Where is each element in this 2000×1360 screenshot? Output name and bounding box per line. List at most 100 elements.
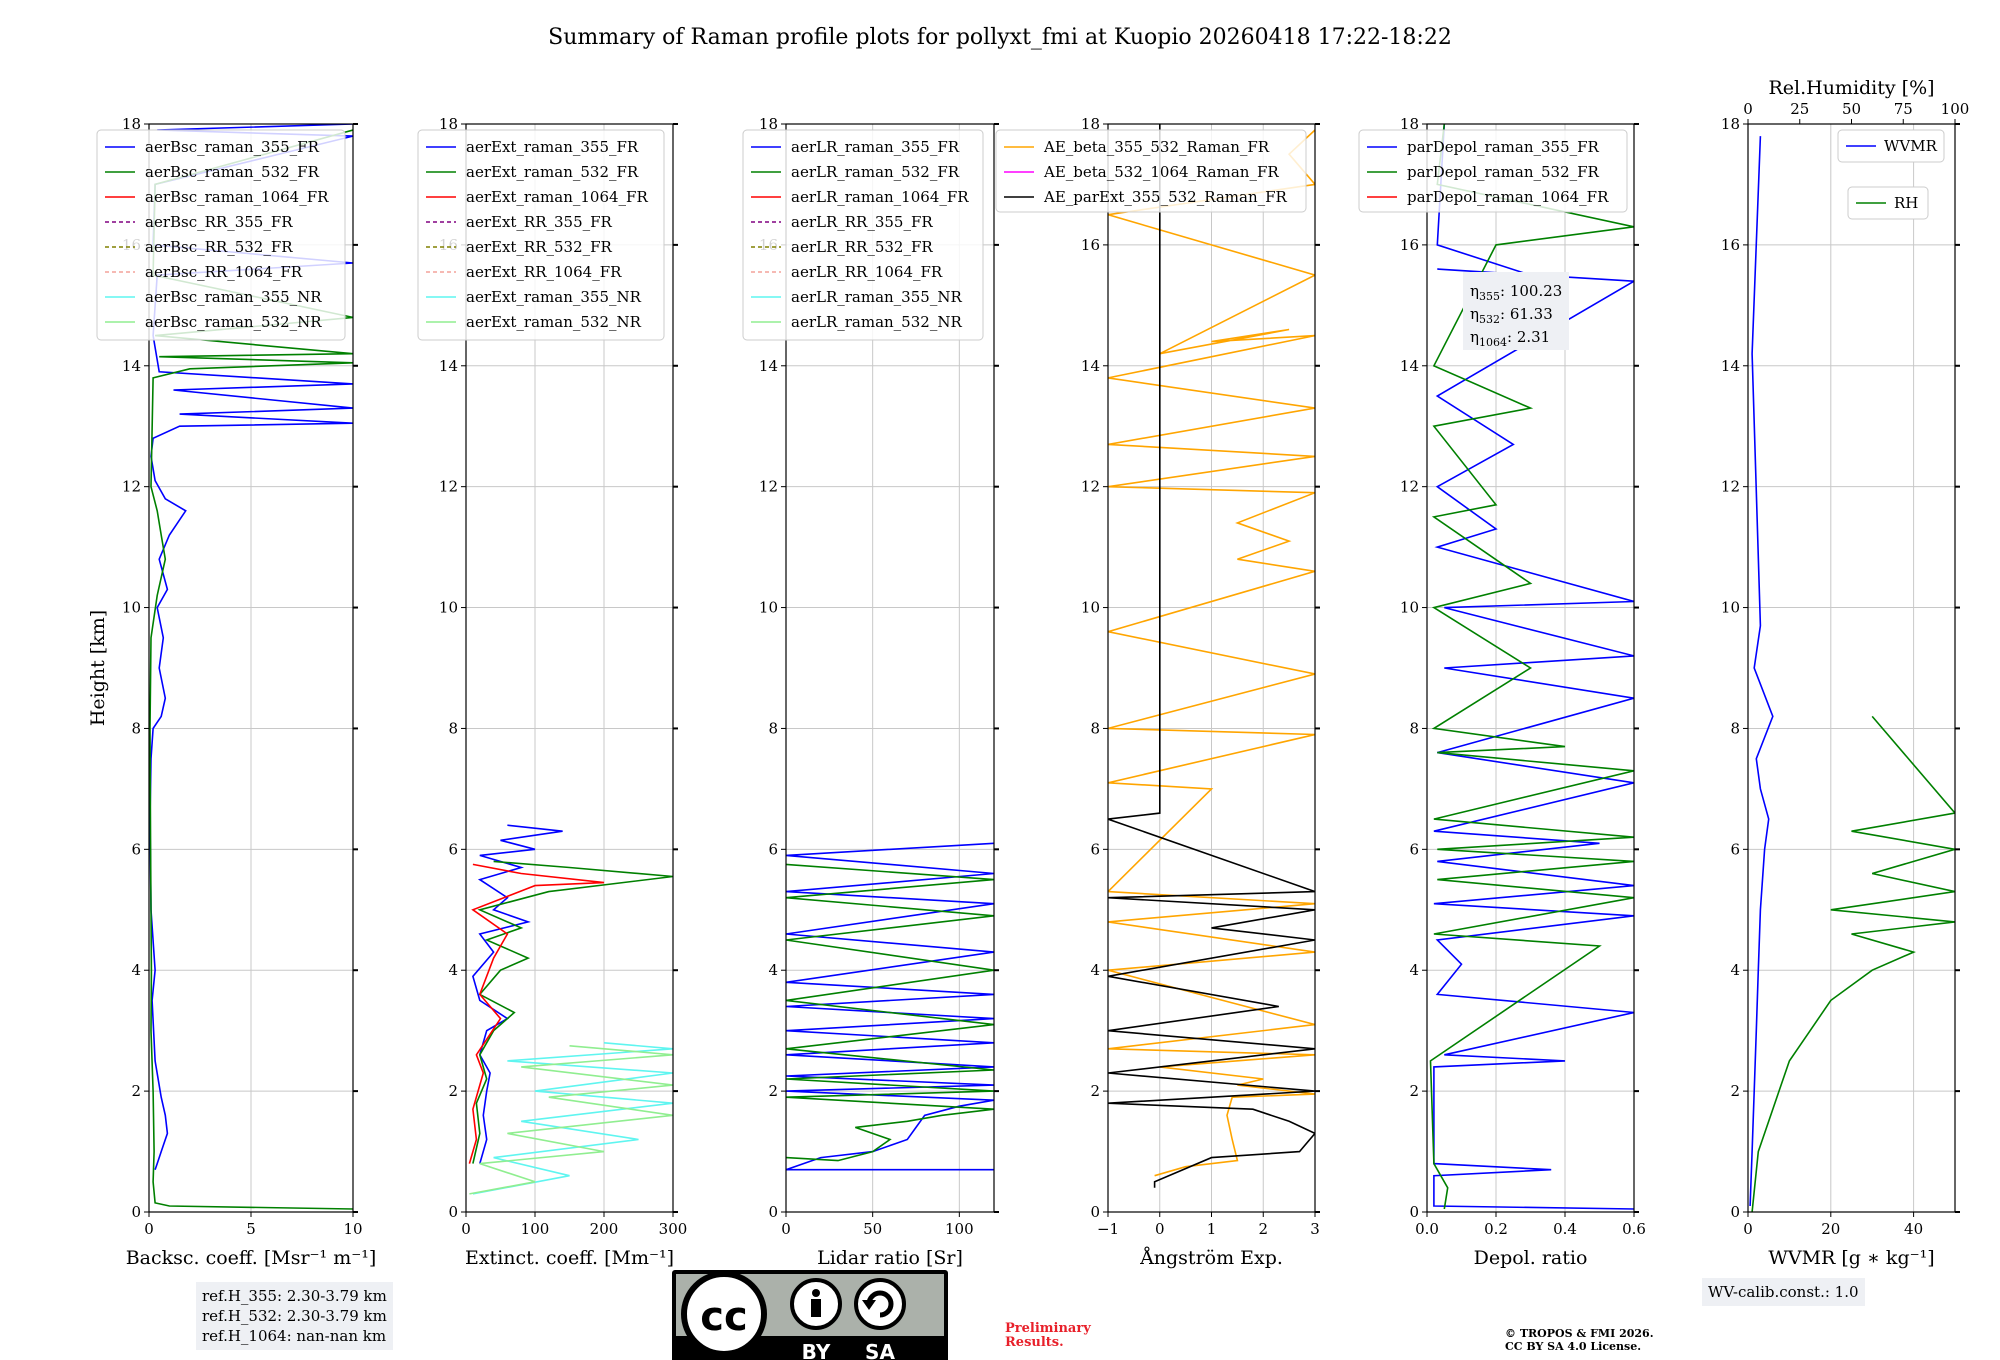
y-tick-label: 6	[1730, 840, 1740, 858]
legend-label-RH: RH	[1894, 194, 1918, 212]
y-tick-label: 6	[768, 840, 778, 858]
legend-label-AE_beta_355_532_Raman_FR: AE_beta_355_532_Raman_FR	[1043, 138, 1270, 156]
wv-calib-constant: WV-calib.const.: 1.0	[1708, 1283, 1859, 1301]
x-tick-label: 50	[863, 1220, 882, 1238]
legend-label-aerExt_RR_532_FR: aerExt_RR_532_FR	[466, 238, 613, 256]
series-line-aerLR_raman_355_FR	[786, 842, 994, 1171]
y-tick-label: 8	[131, 719, 141, 737]
y-tick-label: 6	[1090, 840, 1100, 858]
panel-backscatter: 0246810121416180510Backsc. coeff. [Msr⁻¹…	[87, 115, 376, 1269]
series-group	[786, 842, 994, 1171]
series-line-AE_parExt_355_532_Raman_FR	[1108, 124, 1315, 1188]
series-line-parDepol_raman_532_FR	[1429, 124, 1634, 1210]
panel-extinction: 0246810121416180100200300Extinct. coeff.…	[417, 115, 688, 1269]
x-tick-label: −1	[1097, 1220, 1119, 1238]
y-axis-label: Height [km]	[87, 610, 109, 726]
figure-title: Summary of Raman profile plots for polly…	[548, 25, 1452, 50]
cc-icon-text: cc	[700, 1294, 747, 1340]
person-icon-body	[811, 1299, 821, 1317]
panel-lidar_ratio: 024681012141618050100Lidar ratio [Sr]aer…	[742, 115, 999, 1269]
wv-calibration-box: WV-calib.const.: 1.0	[1702, 1278, 1865, 1306]
y-tick-label: 8	[448, 719, 458, 737]
legend-box	[995, 129, 1307, 213]
y-tick-label: 2	[1730, 1082, 1740, 1100]
legend-label-parDepol_raman_1064_FR: parDepol_raman_1064_FR	[1407, 188, 1609, 206]
reference-height-box: ref.H_355: 2.30-3.79 km ref.H_532: 2.30-…	[196, 1282, 393, 1350]
legend-box	[1837, 129, 1945, 163]
series-line-aerLR_raman_532_FR	[786, 863, 994, 1162]
y-tick-label: 14	[122, 357, 141, 375]
ref-height-355: ref.H_355: 2.30-3.79 km	[202, 1287, 387, 1305]
top-x-axis-label: Rel.Humidity [%]	[1768, 77, 1934, 99]
legend-label-aerBsc_RR_532_FR: aerBsc_RR_532_FR	[145, 238, 293, 256]
x-tick-label: 0.6	[1622, 1220, 1646, 1238]
y-tick-label: 10	[759, 599, 778, 617]
series-line-aerExt_raman_532_FR	[472, 860, 673, 1164]
series-group	[468, 824, 673, 1195]
x-axis-label: Depol. ratio	[1474, 1247, 1588, 1269]
y-tick-label: 2	[768, 1082, 778, 1100]
series-line-parDepol_raman_355_FR	[1433, 124, 1634, 1210]
x-axis-label: WVMR [g ∗ kg⁻¹]	[1768, 1247, 1934, 1269]
axes-frame	[785, 123, 995, 1213]
y-tick-label: 10	[1400, 599, 1419, 617]
y-tick-label: 4	[1730, 961, 1740, 979]
y-tick-label: 4	[768, 961, 778, 979]
y-tick-label: 8	[1090, 719, 1100, 737]
y-tick-label: 10	[439, 599, 458, 617]
series-line-aerExt_raman_1064_FR	[468, 863, 605, 1164]
legend-label-AE_beta_532_1064_Raman_FR: AE_beta_532_1064_Raman_FR	[1043, 163, 1279, 181]
y-tick-label: 0	[1409, 1203, 1419, 1221]
x-tick-label: 300	[659, 1220, 688, 1238]
y-tick-label: 6	[131, 840, 141, 858]
ref-height-532: ref.H_532: 2.30-3.79 km	[202, 1307, 387, 1325]
x-tick-label: 3	[1310, 1220, 1320, 1238]
top-x-tick-label: 100	[1941, 100, 1970, 118]
series-group	[1749, 136, 1955, 1212]
legend-label-aerBsc_RR_355_FR: aerBsc_RR_355_FR	[145, 213, 293, 231]
legend-label-aerExt_RR_1064_FR: aerExt_RR_1064_FR	[466, 263, 622, 281]
panel-depol: 0 2 4 6 8 10 12 14 16 18 0.0 0.2 0.4 0.6 Depol. ratio p…	[1358, 115, 1646, 1269]
axes-frame	[465, 123, 674, 1213]
y-tick-label: 14	[1721, 357, 1740, 375]
x-axis-label: Backsc. coeff. [Msr⁻¹ m⁻¹]	[126, 1247, 377, 1269]
y-tick-label: 12	[1081, 478, 1100, 496]
series-line-aerExt_raman_532_NR	[469, 1045, 673, 1195]
legend-label-aerExt_raman_532_FR: aerExt_raman_532_FR	[466, 163, 639, 181]
legend-label-aerExt_raman_355_FR: aerExt_raman_355_FR	[466, 138, 639, 156]
x-tick-label: 10	[343, 1220, 362, 1238]
y-tick-label: 0	[1730, 1203, 1740, 1221]
y-tick-label: 2	[1090, 1082, 1100, 1100]
y-tick-label: 16	[1400, 236, 1419, 254]
x-tick-label: 2	[1258, 1220, 1268, 1238]
y-tick-label: 4	[1409, 961, 1419, 979]
x-tick-label: 0.0	[1415, 1220, 1439, 1238]
legend-label-aerLR_raman_532_FR: aerLR_raman_532_FR	[791, 163, 960, 181]
series-line-aerExt_raman_355_FR	[472, 824, 563, 1164]
x-axis-label: Lidar ratio [Sr]	[817, 1247, 963, 1269]
y-tick-label: 18	[759, 115, 778, 133]
legend-label-aerBsc_raman_355_NR: aerBsc_raman_355_NR	[145, 288, 322, 306]
y-tick-label: 2	[131, 1082, 141, 1100]
top-x-tick-label: 75	[1894, 100, 1913, 118]
legend-box	[1358, 129, 1628, 213]
series-line-aerExt_raman_355_NR	[472, 1042, 673, 1195]
y-tick-label: 4	[131, 961, 141, 979]
y-tick-label: 10	[1721, 599, 1740, 617]
top-x-tick-label: 50	[1842, 100, 1861, 118]
legend-RH: RH	[1847, 186, 1929, 220]
copyright-line-1: © TROPOS & FMI 2026.	[1505, 1327, 1654, 1340]
y-tick-label: 8	[1730, 719, 1740, 737]
y-tick-label: 6	[448, 840, 458, 858]
x-tick-label: 0	[1743, 1220, 1753, 1238]
y-tick-label: 16	[1081, 236, 1100, 254]
preliminary-notice: Preliminary Results.	[1005, 1322, 1115, 1350]
y-tick-label: 18	[122, 115, 141, 133]
legend-label-aerBsc_raman_532_NR: aerBsc_raman_532_NR	[145, 313, 322, 331]
legend: aerLR_raman_355_FR aerLR_raman_532_FR aerL…	[742, 129, 984, 341]
y-tick-label: 0	[131, 1203, 141, 1221]
y-tick-label: 18	[1721, 115, 1740, 133]
x-axis-label: Ångström Exp.	[1139, 1247, 1283, 1269]
